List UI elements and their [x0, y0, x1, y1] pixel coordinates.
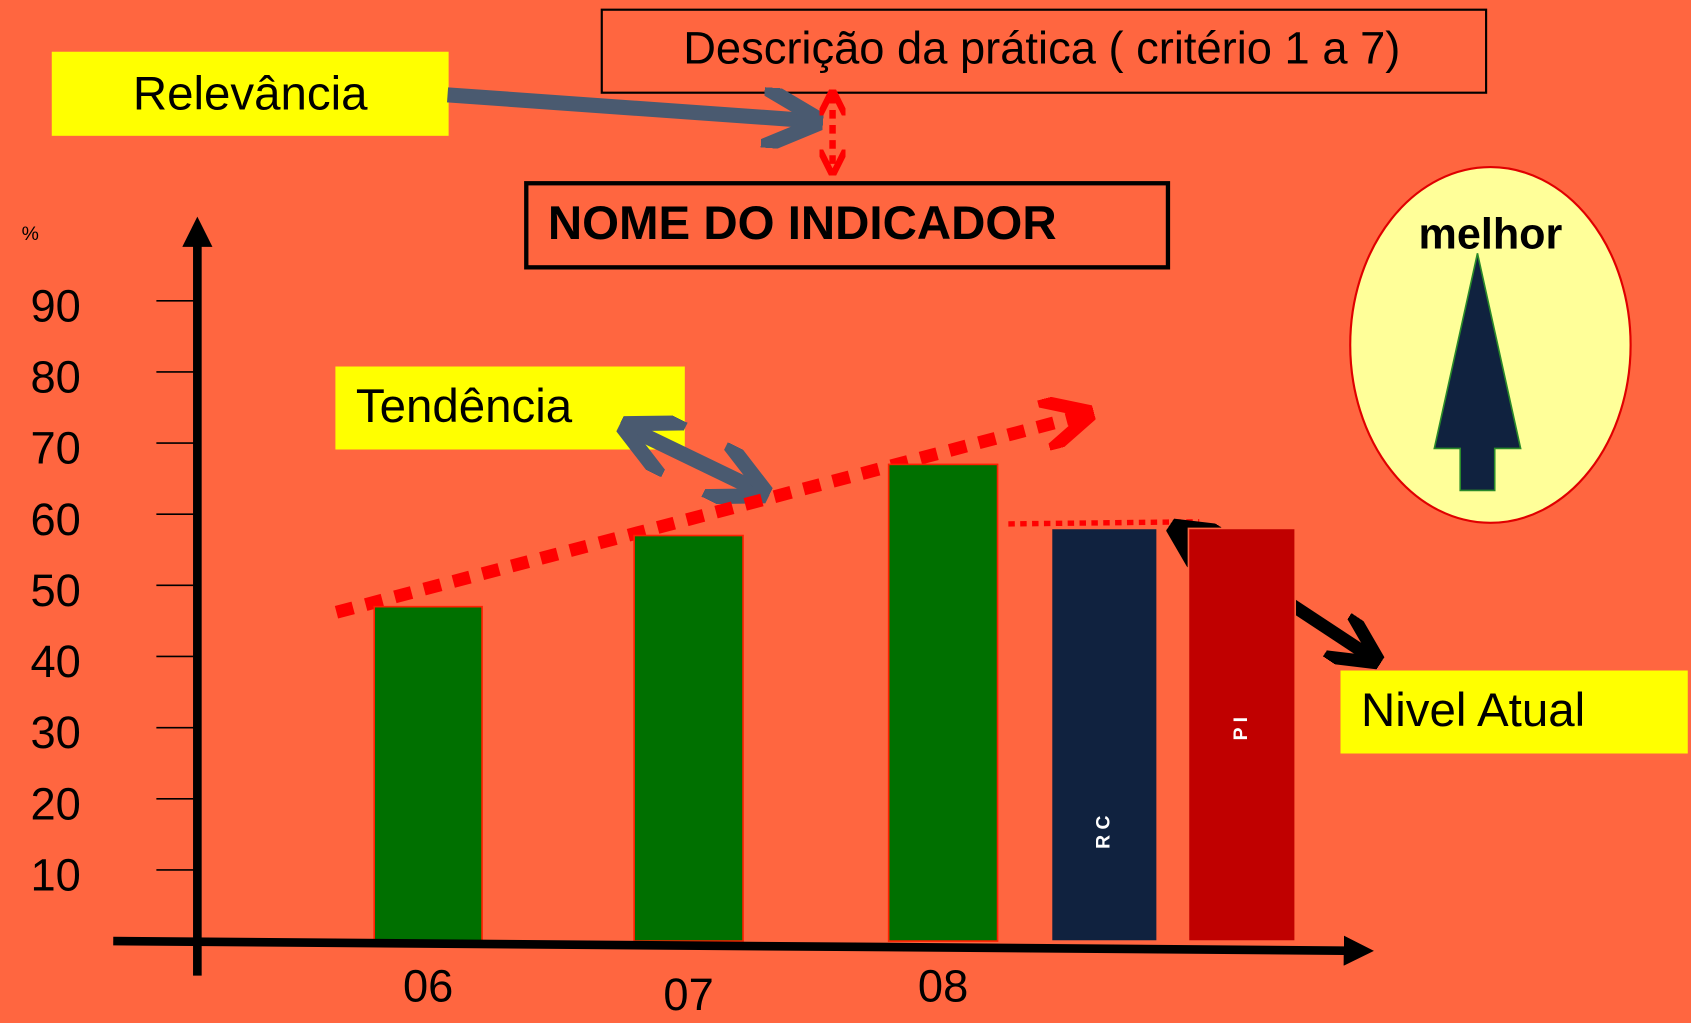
bar-label: R C — [1092, 815, 1114, 848]
y-tick-label: 50 — [31, 565, 81, 616]
x-tick-label: 06 — [403, 961, 453, 1012]
plot: 10 20 30 40 50 60 70 80 90 06 07 08 R C P I — [31, 280, 1297, 1020]
trend-line — [334, 415, 1083, 619]
y-tick-label: 30 — [31, 707, 81, 758]
relevance-box — [51, 51, 449, 136]
y-tick-label: 20 — [31, 778, 81, 829]
y-tick-label: 90 — [31, 280, 81, 331]
relevance-arrow — [447, 95, 811, 121]
y-tick-label: 60 — [31, 494, 81, 545]
bar — [633, 534, 744, 942]
chart-title: NOME DO INDICADOR — [548, 197, 1057, 250]
x-tick-label: 07 — [663, 969, 713, 1020]
y-axis-label: % — [22, 223, 39, 245]
bar — [1050, 527, 1158, 942]
trend-arrow — [631, 429, 758, 490]
y-tick-label: 70 — [31, 423, 81, 474]
x-axis — [113, 935, 1374, 966]
bar — [373, 605, 483, 942]
better-label: melhor — [1419, 211, 1563, 259]
subtitle-box — [600, 8, 1488, 94]
trend-label: Tendência — [356, 380, 573, 433]
y-tick-label: 40 — [31, 636, 81, 687]
bar — [887, 463, 999, 942]
current-label: Nivel Atual — [1361, 684, 1585, 737]
bar — [1187, 527, 1297, 942]
y-tick-label: 10 — [31, 850, 81, 901]
x-tick-label: 08 — [918, 961, 968, 1012]
bar-label: P I — [1230, 717, 1252, 740]
current-box — [1340, 670, 1688, 754]
title-box — [524, 181, 1171, 270]
y-tick-label: 80 — [31, 352, 81, 403]
better-arrow — [1433, 253, 1522, 492]
subtitle: Descrição da prática ( critério 1 a 7) — [683, 23, 1400, 74]
relevance-label: Relevância — [133, 68, 368, 121]
